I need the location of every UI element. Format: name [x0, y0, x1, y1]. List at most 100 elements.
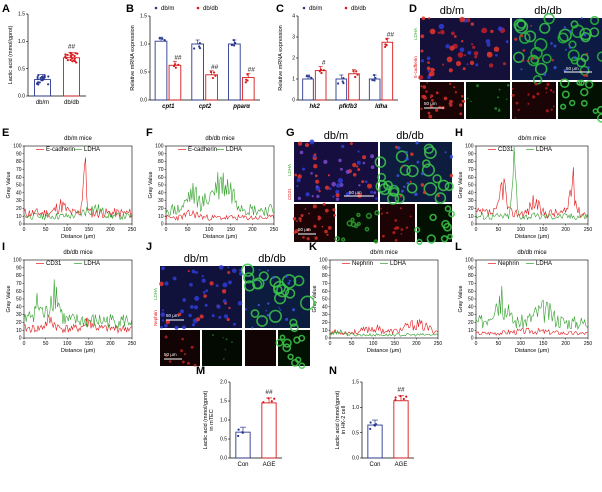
A-ytick-label: 0.0 — [18, 94, 25, 100]
B-point — [174, 66, 177, 69]
texture-G-blob — [406, 164, 419, 178]
M-ytick-label: 2.0 — [220, 380, 227, 386]
texture-G-blob — [420, 183, 425, 187]
B-ytick-label: 0.0 — [140, 98, 147, 104]
texture-D-blob — [545, 87, 548, 90]
E-xtick-label: 200 — [106, 227, 115, 233]
texture-J-blob — [181, 337, 184, 341]
A-point — [36, 82, 39, 85]
texture-J-blob — [299, 295, 315, 311]
L-ytick-label: 40 — [468, 304, 474, 310]
texture-G-blob — [394, 193, 405, 204]
texture-D-blob — [589, 15, 600, 26]
B-point — [174, 63, 177, 66]
texture-J-blob — [265, 309, 268, 312]
texture-D-blob — [549, 89, 553, 92]
texture-G-blob — [373, 191, 377, 195]
texture-G-blob — [314, 236, 318, 240]
L-legend-label: Nephrin — [498, 261, 519, 267]
texture-J-blob — [256, 315, 268, 327]
panel-label-F: F — [146, 127, 153, 139]
texture-D-blob — [461, 40, 464, 43]
texture-G-blob — [375, 197, 378, 200]
panel-label-K: K — [309, 241, 317, 253]
F-xtick-label: 200 — [248, 227, 257, 233]
F-title: db/db mice — [205, 136, 235, 142]
texture-G-blob — [441, 219, 450, 229]
texture-G-blob — [358, 184, 361, 187]
B-point — [211, 76, 215, 80]
H-title: db/m mice — [518, 136, 546, 142]
M-ytick-label: 1.0 — [220, 418, 227, 424]
L-ytick-label: 80 — [468, 273, 474, 279]
texture-G-blob — [434, 192, 447, 204]
L-ytick-label: 30 — [468, 312, 474, 318]
texture-G-blob — [321, 225, 324, 228]
H-ytick-label: 40 — [468, 190, 474, 196]
E-ytick-label: 50 — [16, 183, 22, 189]
H-ytick-label: 50 — [468, 183, 474, 189]
I-ytick-label: 80 — [16, 273, 22, 279]
C-ylabel: Relative mRNA expression — [278, 25, 284, 90]
panel-label-C: C — [276, 3, 284, 15]
A-point — [71, 60, 74, 63]
B-point — [214, 74, 217, 77]
texture-D-blob — [429, 96, 432, 99]
texture-G-blob — [444, 151, 447, 154]
H-legend-label: CD31 — [498, 147, 514, 153]
A-point — [73, 57, 76, 60]
texture-G-blob — [423, 146, 437, 159]
F-ytick-label: 80 — [158, 159, 164, 165]
texture-G-blob — [352, 162, 357, 168]
texture-G-blob — [406, 182, 418, 194]
texture-J-blob — [289, 323, 299, 333]
texture-D-blob — [449, 45, 455, 51]
L-ytick-label: 10 — [468, 328, 474, 334]
texture-D-blob — [532, 75, 543, 85]
texture-J-blob — [288, 279, 291, 282]
texture-D-blob — [513, 18, 527, 32]
N-ytick-label: 0.0 — [352, 456, 359, 462]
texture-G-blob — [294, 229, 299, 234]
texture-D-blob — [571, 24, 585, 39]
H-ytick-label: 20 — [468, 206, 474, 212]
micrograph-G-dbm-red — [294, 204, 335, 242]
texture-J-blob — [222, 299, 227, 304]
I-xtick-label: 250 — [128, 341, 137, 347]
C-category-label: pfkfb3 — [338, 104, 358, 110]
K-ytick-label: 0 — [325, 336, 328, 342]
texture-G-blob — [313, 153, 317, 156]
texture-G-blob — [318, 190, 321, 193]
L-title: db/db mice — [517, 250, 547, 256]
texture-G-blob — [345, 169, 350, 174]
texture-G-blob — [335, 197, 340, 201]
texture-G-blob — [349, 142, 353, 146]
texture-D-blob — [528, 33, 531, 36]
C-category-label: hk2 — [309, 104, 320, 110]
texture-G-blob — [333, 213, 336, 217]
texture-J-blob — [194, 296, 200, 301]
texture-J-blob — [281, 274, 297, 289]
K-ytick-label: 40 — [322, 304, 328, 310]
N-category-label: Con — [369, 462, 380, 468]
texture-D-blob — [586, 66, 590, 69]
texture-J-blob — [228, 306, 231, 310]
A-point — [47, 83, 50, 86]
texture-G-blob — [299, 150, 304, 155]
A-point — [73, 54, 76, 58]
texture-J-blob — [267, 302, 270, 305]
H-xtick-label: 200 — [561, 227, 570, 233]
texture-D-blob — [580, 17, 583, 20]
texture-J-blob — [205, 289, 209, 293]
texture-D-blob — [428, 17, 431, 20]
micrograph-J-left-title: db/m — [184, 253, 208, 265]
texture-J-blob — [279, 334, 286, 341]
E-xlabel: Distance (μm) — [61, 234, 96, 240]
texture-G-blob — [395, 150, 409, 163]
texture-J-blob — [282, 343, 292, 353]
texture-D-blob — [442, 63, 445, 66]
C-legend-marker — [302, 6, 306, 10]
B-bar-db/m — [154, 40, 168, 101]
